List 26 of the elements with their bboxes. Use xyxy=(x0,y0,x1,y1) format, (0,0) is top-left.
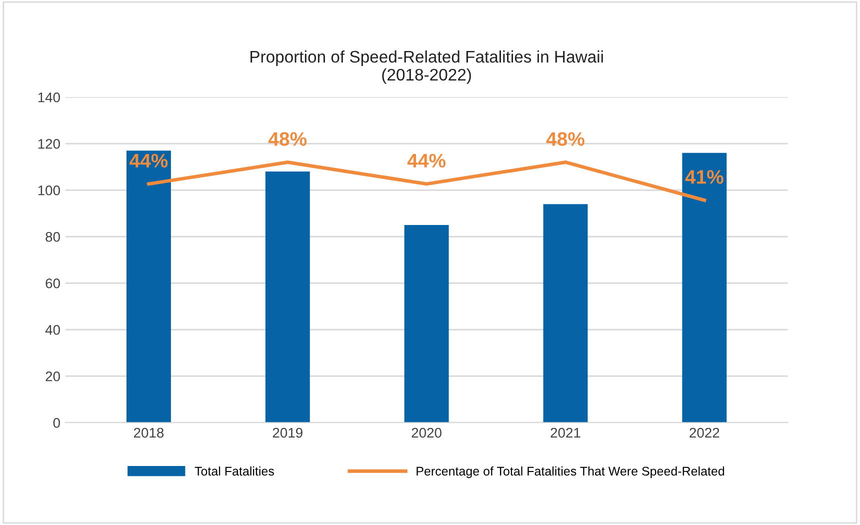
legend-label: Total Fatalities xyxy=(194,466,274,476)
data-label: 48% xyxy=(546,132,584,146)
y-tick-label: 0 xyxy=(53,418,60,428)
x-tick-label: 2019 xyxy=(272,428,302,438)
bar xyxy=(404,225,449,423)
x-tick-label: 2021 xyxy=(550,428,580,438)
y-tick-label: 120 xyxy=(38,138,60,149)
y-tick-label: 100 xyxy=(38,185,60,196)
data-label: 44% xyxy=(407,154,446,168)
data-label: 48% xyxy=(268,132,307,146)
y-tick-label: 80 xyxy=(46,232,60,242)
data-label: 41% xyxy=(685,170,724,184)
bar xyxy=(126,150,171,423)
x-tick-label: 2020 xyxy=(412,428,442,438)
bar xyxy=(682,152,727,423)
chart-title: Proportion of Speed-Related Fatalities in Hawaii (2018-2022) xyxy=(250,50,603,84)
y-tick-label: 60 xyxy=(46,278,60,288)
x-tick-label: 2018 xyxy=(134,428,164,438)
x-tick-label: 2022 xyxy=(690,428,720,438)
data-label: 44% xyxy=(130,154,168,168)
y-tick-label: 140 xyxy=(38,92,60,102)
legend-label: Percentage of Total Fatalities That Were Speed-Related xyxy=(416,466,724,478)
y-tick-label: 20 xyxy=(46,371,60,382)
bar xyxy=(265,172,310,423)
y-tick-label: 40 xyxy=(45,324,60,335)
bar xyxy=(543,204,588,423)
